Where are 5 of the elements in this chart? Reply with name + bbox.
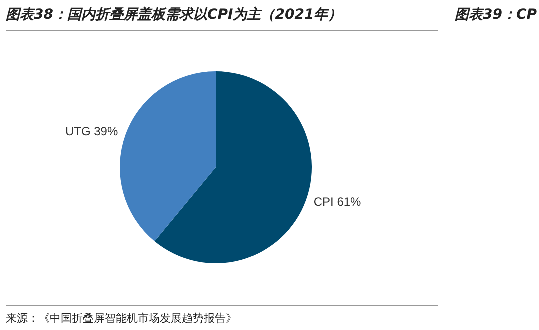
text: 图表39：CP	[455, 6, 538, 24]
slice-label: CPI 61%	[314, 195, 362, 210]
slice-label: UTG 39%	[65, 124, 118, 139]
chart-title: 图表38：国内折叠屏盖板需求以CPI为主（2021年）	[6, 6, 342, 24]
source-note: 来源：《中国折叠屏智能机市场发展趋势报告》	[6, 311, 237, 326]
